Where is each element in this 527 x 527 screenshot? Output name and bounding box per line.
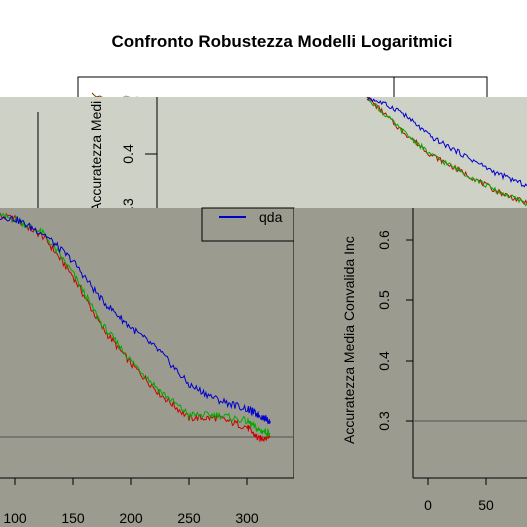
- top-window-ytick-0: 0.4: [120, 144, 136, 164]
- page-title: Confronto Robustezza Modelli Logaritmici: [112, 32, 453, 51]
- series-line-green: [0, 212, 271, 438]
- xtick-label-0: 0: [424, 497, 432, 513]
- xtick-label-50: 50: [478, 497, 494, 513]
- xtick-label-100: 100: [3, 510, 27, 526]
- xtick-label-200: 200: [119, 510, 143, 526]
- series-line-red: [0, 212, 271, 443]
- ytick-label-0.5: 0.5: [376, 290, 392, 310]
- xtick-label-150: 150: [61, 510, 85, 526]
- bottom-left-x-ticks: 100 150 200 250 300: [3, 478, 259, 526]
- background-plot-frame: [77, 76, 488, 100]
- bottom-right-plot-area: [413, 208, 527, 478]
- ytick-label-0.4: 0.4: [376, 351, 392, 371]
- top-series-line-blue: [367, 97, 527, 188]
- top-window-marks: [366, 97, 527, 207]
- bottom-right-y-ticks: 0.6 0.5 0.4 0.3: [376, 230, 413, 431]
- top-window-ylabel: Accuratezza Medi: [88, 101, 104, 212]
- series-line-qda: [0, 215, 271, 425]
- top-series-line-green: [366, 97, 527, 207]
- xtick-label-300: 300: [235, 510, 259, 526]
- bottom-right-window[interactable]: Accuratezza Media Convalida Inc 0.6 0.5 …: [294, 208, 527, 527]
- legend-qda-label: qda: [259, 209, 283, 225]
- bottom-right-x-ticks: 0 50: [424, 478, 494, 513]
- top-window-left-pane: [0, 112, 157, 208]
- xtick-label-250: 250: [177, 510, 201, 526]
- bottom-right-ylabel: Accuratezza Media Convalida Inc: [341, 236, 357, 444]
- ytick-label-0.3: 0.3: [376, 411, 392, 431]
- bottom-left-series-lines: [0, 212, 271, 443]
- ytick-label-0.6: 0.6: [376, 230, 392, 250]
- top-window[interactable]: Accuratezza Medi 0.4 0.3: [0, 95, 527, 218]
